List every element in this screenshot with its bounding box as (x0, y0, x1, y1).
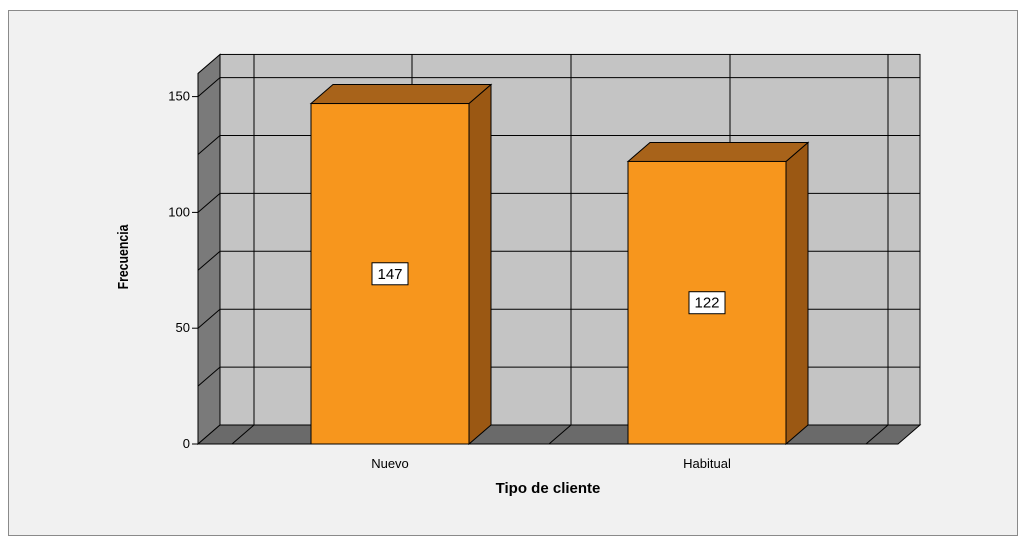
y-tick-label: 50 (176, 320, 190, 335)
gridline-wall (197, 77, 221, 97)
gridline-floor (865, 424, 889, 445)
gridline-wall (197, 308, 221, 329)
y-axis-title: Frecuencia (115, 224, 131, 289)
gridline-wall (197, 135, 221, 155)
gridline-wall (197, 193, 221, 213)
x-tick-label: Habitual (683, 456, 731, 471)
plot-floor (196, 424, 922, 445)
x-axis-title: Tipo de cliente (496, 480, 601, 497)
gridline-wall (197, 250, 221, 271)
bar-habitual: 122 (626, 141, 810, 446)
data-label: 122 (694, 295, 719, 312)
bar-top (626, 141, 810, 162)
y-tick-label: 100 (168, 204, 190, 219)
x-tick-label: Nuevo (371, 456, 409, 471)
bar-side (785, 141, 809, 446)
y-axis: 0 50 100 150 (168, 89, 198, 451)
gridline-floor (548, 424, 572, 445)
data-label: 147 (377, 266, 402, 283)
data-label-box (371, 262, 409, 286)
x-axis: Nuevo Habitual (371, 456, 731, 471)
bar-side (468, 83, 492, 446)
plot-left-wall (197, 53, 221, 446)
data-label-box (688, 291, 726, 315)
bar-top (309, 84, 493, 105)
plot-area (196, 53, 922, 446)
bars: 147 122 (309, 83, 810, 446)
bar-nuevo: 147 (309, 83, 493, 446)
y-tick-label: 150 (168, 89, 190, 104)
gridline-wall (197, 366, 221, 387)
gridline-floor (231, 424, 255, 445)
y-tick-label: 0 (183, 436, 190, 451)
